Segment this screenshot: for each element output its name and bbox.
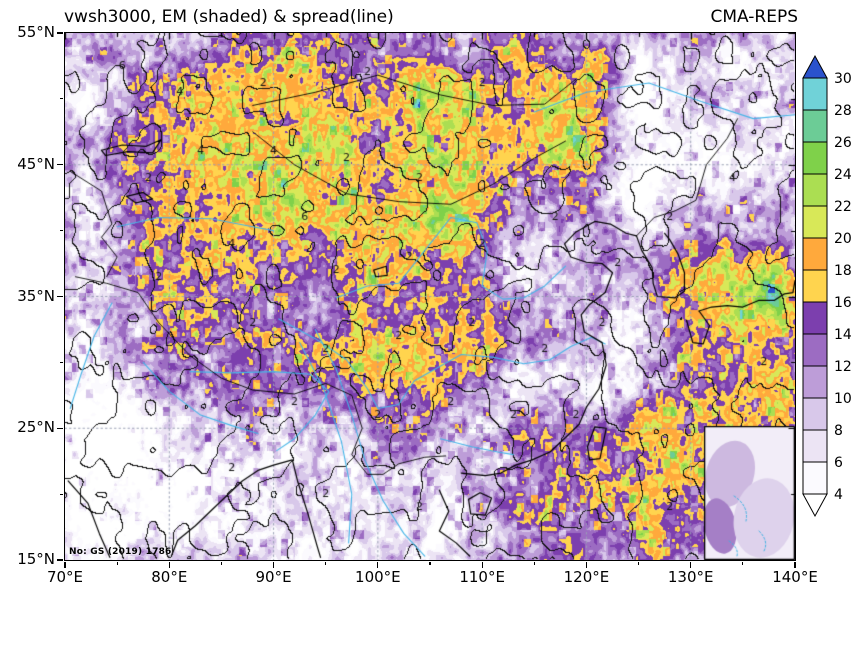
colorbar-label: 6 (834, 455, 843, 471)
colorbar-label: 20 (834, 231, 852, 247)
colorbar-segment (802, 301, 828, 335)
colorbar-segment (802, 397, 828, 431)
x-tick-label: 100°E (355, 568, 401, 586)
axis-tick (325, 561, 327, 566)
footer-init-times: 2026012218 + 072h 2026012302 + 072h (64, 586, 251, 647)
y-tick-label: 45°N (17, 154, 55, 173)
colorbar-label: 8 (834, 423, 843, 439)
axis-tick (585, 561, 588, 568)
footer-valid-times: 2026012518(UTC) 2026012602(CST) (440, 586, 798, 647)
init-time-utc: 2026012218 + 072h (64, 642, 251, 647)
colorbar-segment (802, 237, 828, 271)
colorbar-label: 30 (834, 71, 852, 87)
y-tick-label: 15°N (17, 550, 55, 568)
colorbar-segment (802, 429, 828, 463)
x-tick-label: 80°E (151, 568, 188, 586)
colorbar-label: 28 (834, 103, 852, 119)
y-tick-label: 55°N (17, 23, 55, 41)
axis-tick (64, 561, 66, 568)
colorbar-label: 22 (834, 199, 852, 215)
x-tick-label: 110°E (459, 568, 505, 586)
x-tick-label: 130°E (667, 568, 714, 586)
colorbar-segment (802, 461, 828, 495)
axis-tick (116, 561, 118, 566)
colorbar-segment (802, 269, 828, 303)
axis-tick (637, 561, 640, 566)
x-tick-label: 70°E (46, 568, 84, 586)
map-plot: No: GS (2019) 1786 15°N 25°N 35°N 45°N 55°N 7… (17, 23, 818, 586)
x-tick-label: 90°E (255, 568, 292, 586)
axis-tick (533, 561, 535, 566)
axis-tick (57, 164, 64, 166)
x-tick-label: 140°E (772, 568, 818, 586)
axis-tick (59, 361, 64, 363)
axis-tick (690, 561, 692, 568)
colorbar-label: 18 (834, 263, 852, 279)
colorbar-label: 16 (834, 295, 852, 311)
colorbar-label: 4 (834, 487, 843, 503)
axis-tick (57, 559, 64, 561)
y-tick-label: 25°N (17, 418, 55, 437)
axis-tick (57, 295, 64, 298)
axis-tick (168, 561, 170, 568)
colorbar-segment (802, 205, 828, 239)
axis-tick (59, 230, 64, 232)
axis-tick (272, 561, 275, 568)
colorbar-segment (802, 109, 828, 143)
colorbar-over-arrow (802, 54, 828, 79)
axis-tick (429, 561, 431, 566)
x-tick-label: 120°E (563, 568, 610, 586)
colorbar-segment (802, 173, 828, 207)
field-canvas (65, 33, 795, 560)
axis-tick (481, 561, 483, 568)
colorbar-under-arrow (802, 493, 828, 518)
colorbar: 30 28 26 24 22 20 18 16 14 12 10 8 6 4 (801, 54, 860, 528)
title-bar: vwsh3000, EM (shaded) & spread(line) CMA… (64, 7, 798, 27)
colorbar-segment (802, 77, 828, 111)
colorbar-label: 14 (834, 327, 852, 343)
valid-time-utc: 2026012518(UTC) (440, 642, 798, 647)
axis-tick (220, 561, 223, 566)
colorbar-segment (802, 333, 828, 367)
axis-tick (742, 561, 744, 566)
colorbar-segment (802, 365, 828, 399)
chart-title: vwsh3000, EM (shaded) & spread(line) (64, 7, 394, 27)
colorbar-label: 24 (834, 167, 852, 183)
colorbar-label: 12 (834, 359, 852, 375)
colorbar-segment (802, 141, 828, 175)
axis-tick (59, 493, 64, 495)
axis-tick (57, 427, 64, 429)
model-name: CMA-REPS (710, 7, 798, 27)
colorbar-label: 26 (834, 135, 852, 151)
axis-tick (377, 561, 379, 568)
axis-tick (57, 32, 64, 34)
colorbar-label: 10 (834, 391, 852, 407)
axis-tick (794, 561, 796, 568)
axis-tick (59, 98, 64, 100)
y-tick-label: 35°N (17, 286, 55, 305)
map-note: No: GS (2019) 1786 (69, 547, 172, 557)
